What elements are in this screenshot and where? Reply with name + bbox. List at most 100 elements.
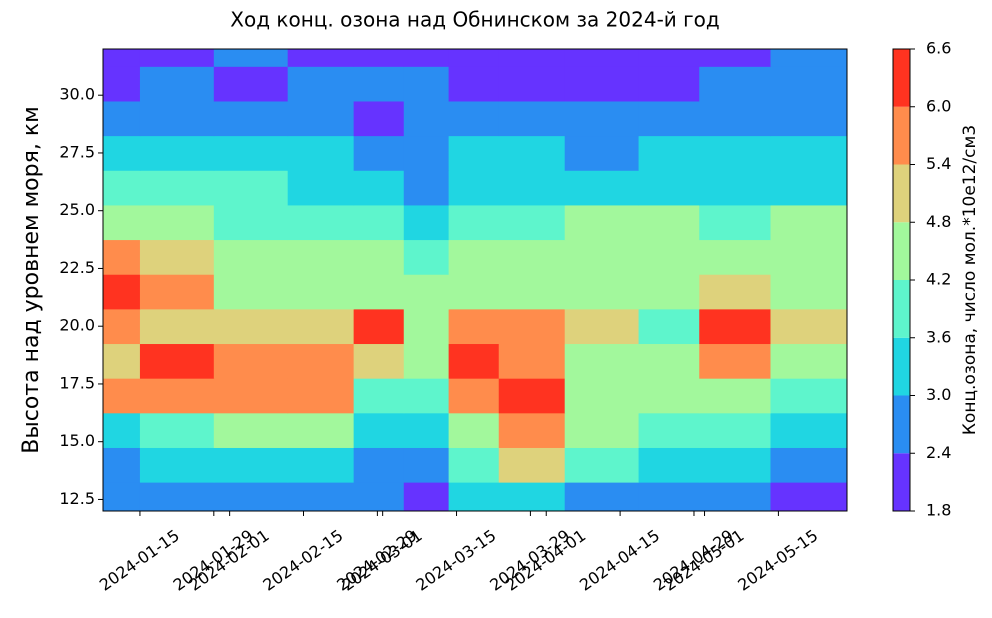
x-tick-label: 2024-03-15 (412, 526, 499, 595)
chart-title: Ход конц. озона над Обнинском за 2024-й … (230, 8, 719, 32)
contour-cell (103, 343, 141, 379)
contour-cell (448, 135, 500, 171)
contour-cell (103, 308, 141, 345)
contour-field (103, 49, 847, 511)
contour-cell (638, 274, 700, 310)
y-tick-label: 20.0 (59, 316, 95, 335)
contour-cell (103, 412, 141, 448)
contour-cell (403, 49, 450, 67)
contour-cell (770, 482, 847, 511)
contour-cell (564, 135, 640, 171)
x-tick-label: 2024-01-15 (96, 526, 183, 595)
contour-cell (353, 66, 405, 102)
contour-cell (638, 135, 700, 171)
contour-cell (213, 66, 289, 102)
contour-cell (448, 482, 500, 511)
contour-cell (498, 66, 566, 102)
contour-cell (638, 447, 700, 483)
contour-cell (213, 447, 289, 483)
contour-cell (139, 343, 215, 379)
x-tick-label: 2024-03-01 (339, 526, 426, 595)
contour-cell (448, 274, 500, 310)
contour-cell (564, 412, 640, 448)
contour-cell (564, 447, 640, 483)
contour-cell (139, 447, 215, 483)
contour-cell (699, 49, 771, 67)
y-tick-label: 22.5 (59, 258, 95, 277)
contour-cell (287, 482, 355, 511)
contour-cell (498, 49, 566, 67)
contour-cell (287, 100, 355, 137)
contour-cell (498, 204, 566, 241)
contour-cell (103, 170, 141, 206)
contour-cell (213, 100, 289, 137)
contour-cell (403, 308, 450, 345)
contour-cell (403, 378, 450, 414)
contour-cell (213, 170, 289, 206)
contour-cell (448, 447, 500, 483)
contour-cell (770, 100, 847, 137)
contour-cell (638, 66, 700, 102)
contour-cell (638, 378, 700, 414)
contour-cell (353, 447, 405, 483)
plot-frame (102, 48, 848, 512)
contour-cell (139, 239, 215, 275)
contour-cell (699, 343, 771, 379)
x-tick-label: 2024-05-15 (734, 526, 821, 595)
contour-cell (448, 66, 500, 102)
contour-cell (498, 308, 566, 345)
contour-cell (139, 170, 215, 206)
contour-cell (699, 412, 771, 448)
contour-cell (770, 447, 847, 483)
contour-cell (403, 239, 450, 275)
contour-cell (638, 204, 700, 241)
contour-cell (638, 482, 700, 511)
y-tick-label: 17.5 (59, 373, 95, 392)
contour-cell (770, 378, 847, 414)
contour-cell (448, 378, 500, 414)
contour-cell (287, 49, 355, 67)
colorbar-band (893, 222, 910, 280)
contour-cell (287, 378, 355, 414)
contour-cell (448, 308, 500, 345)
contour-cell (139, 482, 215, 511)
contour-cell (103, 378, 141, 414)
contour-cell (699, 170, 771, 206)
contour-cell (498, 135, 566, 171)
contour-cell (699, 100, 771, 137)
contour-cell (770, 274, 847, 310)
contour-cell (699, 135, 771, 171)
contour-cell (213, 482, 289, 511)
contour-cell (564, 343, 640, 379)
contour-cell (699, 274, 771, 310)
contour-cell (498, 100, 566, 137)
contour-cell (638, 412, 700, 448)
y-tick-label: 27.5 (59, 142, 95, 161)
contour-cell (770, 49, 847, 67)
contour-cell (638, 343, 700, 379)
contour-cell (638, 170, 700, 206)
colorbar-tick-label: 2.4 (926, 443, 951, 462)
contour-cell (770, 239, 847, 275)
contour-cell (403, 170, 450, 206)
contour-cell (770, 66, 847, 102)
colorbar-tick-label: 3.0 (926, 385, 951, 404)
contour-cell (448, 412, 500, 448)
contour-cell (403, 204, 450, 241)
contour-cell (353, 170, 405, 206)
contour-cell (213, 204, 289, 241)
contour-cell (564, 170, 640, 206)
contour-cell (638, 100, 700, 137)
x-tick-label: 2024-02-15 (259, 526, 346, 595)
contour-cell (564, 239, 640, 275)
contour-cell (103, 239, 141, 275)
y-tick-label: 12.5 (59, 489, 95, 508)
contour-cell (103, 274, 141, 310)
contour-cell (498, 274, 566, 310)
colorbar-tick-label: 3.6 (926, 327, 951, 346)
contour-cell (353, 100, 405, 137)
contour-cell (403, 66, 450, 102)
contour-cell (564, 482, 640, 511)
colorbar-tick-label: 4.2 (926, 270, 951, 289)
